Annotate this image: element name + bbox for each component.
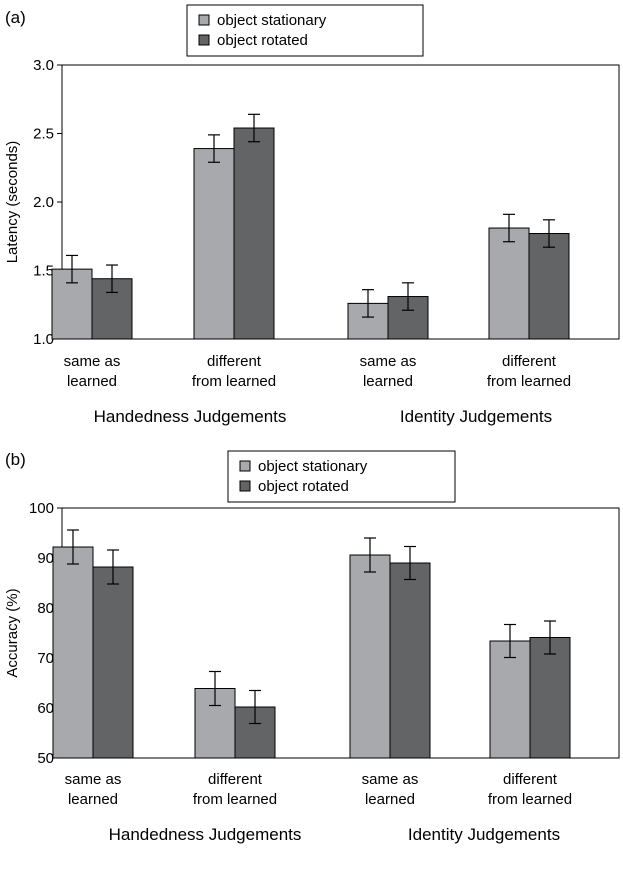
bar-stationary-0 xyxy=(52,546,94,759)
bar-stationary-2 xyxy=(349,554,391,759)
category-label: same as xyxy=(65,771,122,788)
bar-stationary-1 xyxy=(193,148,235,340)
y-tick-label: 80 xyxy=(37,600,54,617)
legend-label-rotated: object rotated xyxy=(217,32,308,49)
y-tick-label: 1.0 xyxy=(33,331,54,348)
chart-panel-b: (b) 50 60 70 80 90 100 Accuracy (%) same as learn… xyxy=(4,450,620,844)
chart-panel-a: (a) 1.0 1.5 2.0 2.5 3.0 Latency (seconds) same … xyxy=(4,4,620,426)
category-label: different xyxy=(207,353,262,370)
y-tick-label: 90 xyxy=(37,550,54,567)
y-tick-label: 2.5 xyxy=(33,126,54,143)
y-tick-label: 1.5 xyxy=(33,263,54,280)
legend-label-rotated: object rotated xyxy=(258,478,349,495)
group-label: Identity Judgements xyxy=(400,407,552,426)
y-axis-label: Latency (seconds) xyxy=(4,141,21,264)
category-label: same as xyxy=(360,353,417,370)
category-label: learned xyxy=(363,373,413,390)
group-label: Identity Judgements xyxy=(408,825,560,844)
bar-stationary-3 xyxy=(489,640,531,759)
legend-swatch-stationary xyxy=(198,14,210,26)
bar-rotated-3 xyxy=(528,233,570,340)
legend: object stationary object rotated xyxy=(186,4,424,57)
legend-label-stationary: object stationary xyxy=(258,458,368,475)
category-label: from learned xyxy=(487,373,571,390)
legend-label-stationary: object stationary xyxy=(217,12,327,29)
category-label: same as xyxy=(362,771,419,788)
bar-stationary-3 xyxy=(488,227,530,340)
category-label: different xyxy=(208,771,263,788)
category-label: different xyxy=(503,771,558,788)
group-label: Handedness Judgements xyxy=(94,407,287,426)
y-tick-label: 60 xyxy=(37,700,54,717)
category-label: from learned xyxy=(193,791,277,808)
legend: object stationary object rotated xyxy=(227,450,456,503)
y-tick-label: 70 xyxy=(37,650,54,667)
category-label: from learned xyxy=(192,373,276,390)
legend-swatch-stationary xyxy=(239,460,251,472)
bar-rotated-0 xyxy=(92,566,134,759)
panel-label: (a) xyxy=(5,8,26,27)
legend-box xyxy=(186,4,424,57)
bar-rotated-2 xyxy=(389,562,431,759)
legend-swatch-rotated xyxy=(239,480,251,492)
y-tick-label: 100 xyxy=(29,500,54,517)
bar-rotated-1 xyxy=(233,127,275,340)
group-label: Handedness Judgements xyxy=(109,825,302,844)
panel-label: (b) xyxy=(5,450,26,469)
category-label: learned xyxy=(67,373,117,390)
category-label: learned xyxy=(365,791,415,808)
category-label: same as xyxy=(64,353,121,370)
category-label: learned xyxy=(68,791,118,808)
legend-swatch-rotated xyxy=(198,34,210,46)
y-axis-label: Accuracy (%) xyxy=(4,588,21,677)
category-label: from learned xyxy=(488,791,572,808)
y-tick-label: 3.0 xyxy=(33,57,54,74)
bar-rotated-3 xyxy=(529,637,571,759)
bar-rotated-2 xyxy=(387,296,429,340)
category-label: different xyxy=(502,353,557,370)
legend-box xyxy=(227,450,456,503)
y-tick-label: 50 xyxy=(37,750,54,767)
y-tick-label: 2.0 xyxy=(33,194,54,211)
